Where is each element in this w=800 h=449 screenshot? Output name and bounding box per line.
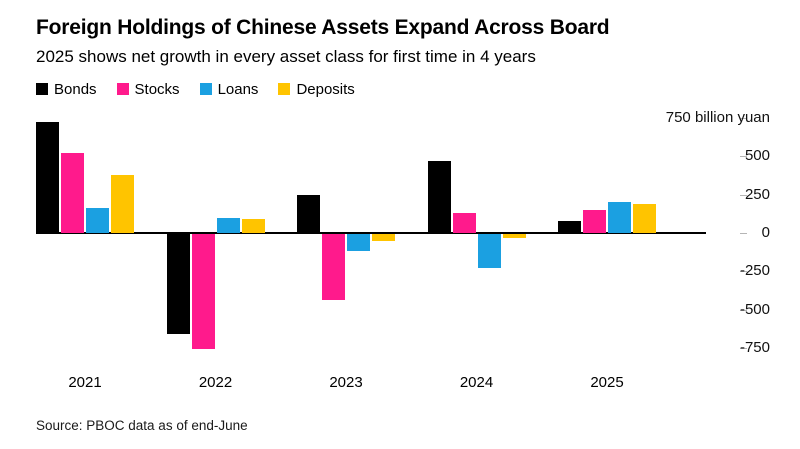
- chart-title: Foreign Holdings of Chinese Assets Expan…: [36, 16, 610, 39]
- bar-deposits-2021: [111, 174, 134, 233]
- y-tick-mark: [740, 117, 747, 119]
- bar-deposits-2025: [633, 204, 656, 233]
- bar-stocks-2023: [322, 233, 345, 300]
- bar-deposits-2024: [502, 233, 526, 238]
- x-axis-label-2024: 2024: [459, 373, 494, 391]
- legend-item-bonds: Bonds: [36, 81, 97, 98]
- legend-item-deposits: Deposits: [278, 80, 355, 98]
- bar-bonds-2021: [36, 122, 59, 233]
- legend-label: Stocks: [134, 80, 180, 98]
- y-tick-mark: [740, 348, 747, 350]
- bar-stocks-2022: [191, 233, 215, 350]
- legend-label: Deposits: [296, 80, 355, 98]
- bar-stocks-2021: [61, 153, 84, 233]
- x-axis-label-2021: 2021: [68, 373, 102, 391]
- bar-deposits-2023: [372, 233, 395, 241]
- legend-label: Bonds: [54, 80, 97, 98]
- zero-baseline: [36, 231, 706, 234]
- bar-bonds-2024: [427, 160, 451, 233]
- y-tick-mark: [740, 309, 747, 311]
- plot-area: 2021 2022 2023 2024 2025: [36, 112, 706, 391]
- y-tick-mark: [740, 232, 747, 234]
- source-note: Source: PBOC data as of end-June: [36, 418, 248, 433]
- legend-swatch-bonds: [36, 83, 48, 96]
- bar-loans-2024: [477, 233, 501, 268]
- legend-item-stocks: Stocks: [116, 80, 180, 98]
- x-axis-label-2023: 2023: [329, 373, 363, 391]
- y-tick-label: 750 billion yuan: [665, 108, 770, 126]
- y-tick-label: 250: [744, 185, 770, 203]
- y-tick-label: -750: [739, 339, 770, 357]
- y-tick-mark: [740, 156, 747, 158]
- legend-item-loans: Loans: [199, 80, 259, 98]
- legend-swatch-deposits: [278, 83, 291, 96]
- legend: Bonds Stocks Loans Deposits: [36, 81, 770, 98]
- bar-bonds-2023: [297, 194, 320, 233]
- y-tick-label: 500: [744, 147, 770, 165]
- chart-subtitle: 2025 shows net growth in every asset cla…: [36, 47, 536, 67]
- bar-loans-2022: [216, 218, 240, 233]
- bar-stocks-2025: [583, 209, 606, 233]
- bar-loans-2021: [86, 208, 109, 233]
- bar-bonds-2025: [558, 220, 581, 233]
- chart-area: 2021 2022 2023 2024 2025 750 billion yuan 500…: [36, 108, 770, 404]
- bar-bonds-2022: [166, 233, 190, 334]
- y-axis: 750 billion yuan 500 250 0 -250 -500 -750: [656, 108, 770, 364]
- bar-deposits-2022: [241, 219, 265, 233]
- y-tick-mark: [740, 271, 747, 273]
- bar-loans-2025: [608, 202, 631, 233]
- x-axis-label-2025: 2025: [590, 373, 624, 391]
- y-tick-label: -250: [739, 262, 770, 280]
- legend-label: Loans: [217, 80, 259, 98]
- legend-swatch-stocks: [116, 83, 129, 96]
- y-tick-label: -500: [739, 300, 770, 318]
- y-tick-mark: [740, 194, 747, 196]
- x-axis-label-2022: 2022: [198, 373, 233, 391]
- legend-swatch-loans: [199, 83, 212, 96]
- bar-stocks-2024: [452, 212, 476, 233]
- y-tick-label: 0: [761, 223, 770, 241]
- bar-loans-2023: [347, 233, 370, 251]
